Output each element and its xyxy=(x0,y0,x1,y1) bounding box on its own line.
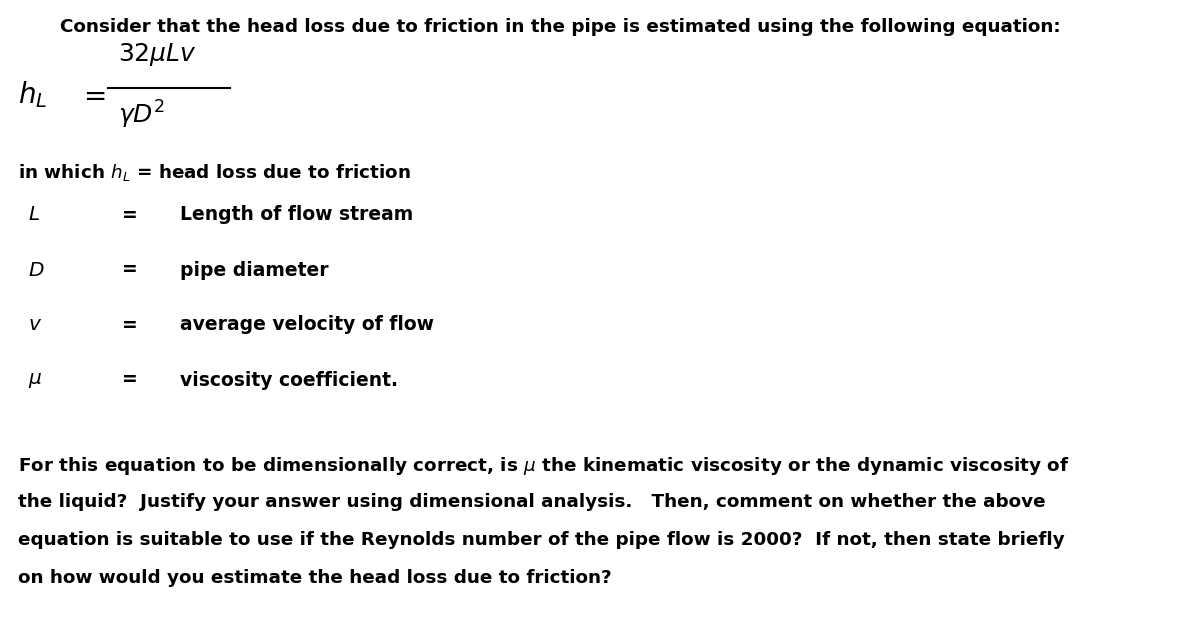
Text: $\gamma D^2$: $\gamma D^2$ xyxy=(118,99,166,131)
Text: For this equation to be dimensionally correct, is $\mu$ the kinematic viscosity : For this equation to be dimensionally co… xyxy=(18,455,1069,477)
Text: $32\mu Lv$: $32\mu Lv$ xyxy=(118,42,197,69)
Text: equation is suitable to use if the Reynolds number of the pipe flow is 2000?  If: equation is suitable to use if the Reyno… xyxy=(18,531,1064,549)
Text: =: = xyxy=(122,316,138,334)
Text: Length of flow stream: Length of flow stream xyxy=(180,205,413,225)
Text: on how would you estimate the head loss due to friction?: on how would you estimate the head loss … xyxy=(18,569,612,587)
Text: pipe diameter: pipe diameter xyxy=(180,260,329,280)
Text: in which $h_L$ = head loss due to friction: in which $h_L$ = head loss due to fricti… xyxy=(18,162,412,183)
Text: Consider that the head loss due to friction in the pipe is estimated using the f: Consider that the head loss due to frict… xyxy=(60,18,1061,36)
Text: average velocity of flow: average velocity of flow xyxy=(180,316,434,334)
Text: $=$: $=$ xyxy=(78,81,106,109)
Text: =: = xyxy=(122,371,138,389)
Text: $v$: $v$ xyxy=(28,316,42,334)
Text: $D$: $D$ xyxy=(28,260,44,280)
Text: the liquid?  Justify your answer using dimensional analysis.   Then, comment on : the liquid? Justify your answer using di… xyxy=(18,493,1045,511)
Text: =: = xyxy=(122,205,138,225)
Text: viscosity coefficient.: viscosity coefficient. xyxy=(180,371,398,389)
Text: $h_L$: $h_L$ xyxy=(18,80,47,110)
Text: $L$: $L$ xyxy=(28,205,40,225)
Text: $\mu$: $\mu$ xyxy=(28,371,42,389)
Text: =: = xyxy=(122,260,138,280)
